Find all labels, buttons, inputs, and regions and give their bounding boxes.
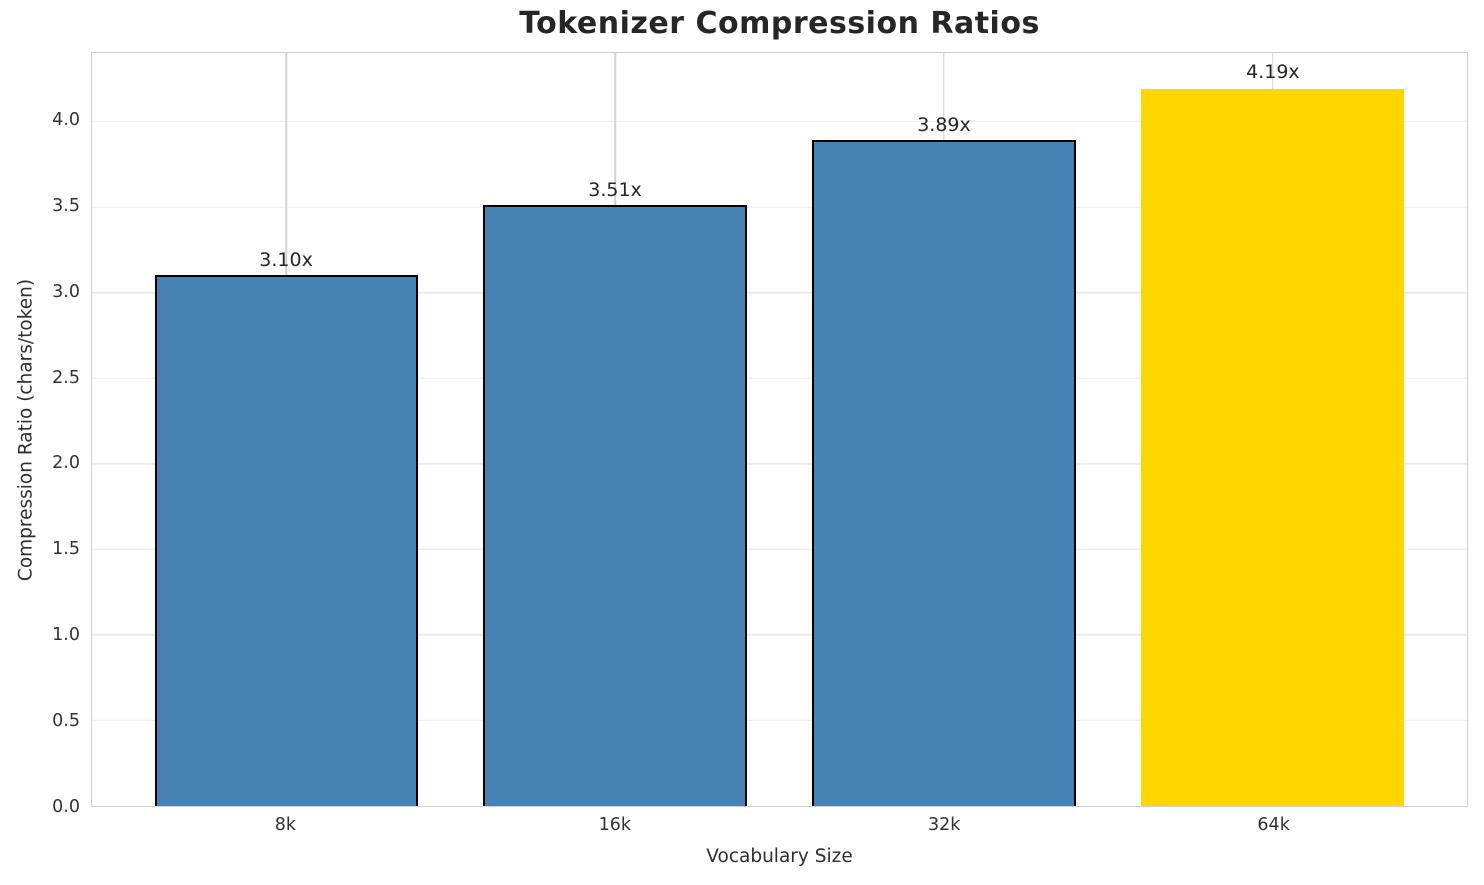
bar-32k: 3.89x [812, 114, 1076, 806]
horizontal-gridline [92, 548, 1467, 551]
y-tick-label-2.5: 2.5 [52, 367, 80, 388]
y-tick-label-2.0: 2.0 [52, 453, 80, 474]
horizontal-gridline [92, 291, 1467, 294]
horizontal-gridline [92, 634, 1467, 636]
y-tick-label-3.0: 3.0 [52, 281, 80, 302]
horizontal-gridline [92, 377, 1467, 379]
y-axis-label: Compression Ratio (chars/token) [15, 278, 37, 582]
bar-16k: 3.51x [483, 179, 747, 806]
y-tick-label-0.5: 0.5 [52, 710, 80, 731]
x-tick-label-8k: 8k [274, 815, 296, 835]
bar-8k: 3.10x [154, 249, 418, 806]
x-tick-label-16k: 16k [598, 815, 631, 835]
bar-value-label-64k: 4.19x [1246, 60, 1300, 83]
bar-value-label-32k: 3.89x [917, 114, 971, 137]
horizontal-gridline [92, 719, 1467, 722]
y-tick-label-4.0: 4.0 [52, 109, 80, 130]
y-tick-label-1.5: 1.5 [52, 538, 80, 559]
chart-title: Tokenizer Compression Ratios [519, 6, 1040, 41]
x-axis-label: Vocabulary Size [706, 846, 853, 867]
y-tick-label-3.5: 3.5 [52, 195, 80, 216]
x-tick-label-64k: 64k [1257, 815, 1290, 835]
horizontal-gridline [92, 206, 1467, 208]
horizontal-gridline [92, 462, 1467, 465]
bar-value-label-8k: 3.10x [259, 249, 313, 272]
y-axis-tick-labels: 0.0 0.5 1.0 1.5 2.0 2.5 3.0 3.5 4.0 [0, 52, 80, 814]
bar-64k: 4.19x [1141, 61, 1405, 806]
x-tick-label-32k: 32k [928, 815, 961, 835]
plot-area: 3.10x 3.51x 3.89x 4.19x [91, 52, 1468, 807]
x-axis-tick-labels: 8k 16k 32k 64k [91, 815, 1468, 839]
bar-value-label-16k: 3.51x [588, 179, 642, 202]
horizontal-gridline [92, 120, 1467, 123]
y-tick-label-0.0: 0.0 [52, 796, 80, 817]
y-tick-label-1.0: 1.0 [52, 624, 80, 645]
